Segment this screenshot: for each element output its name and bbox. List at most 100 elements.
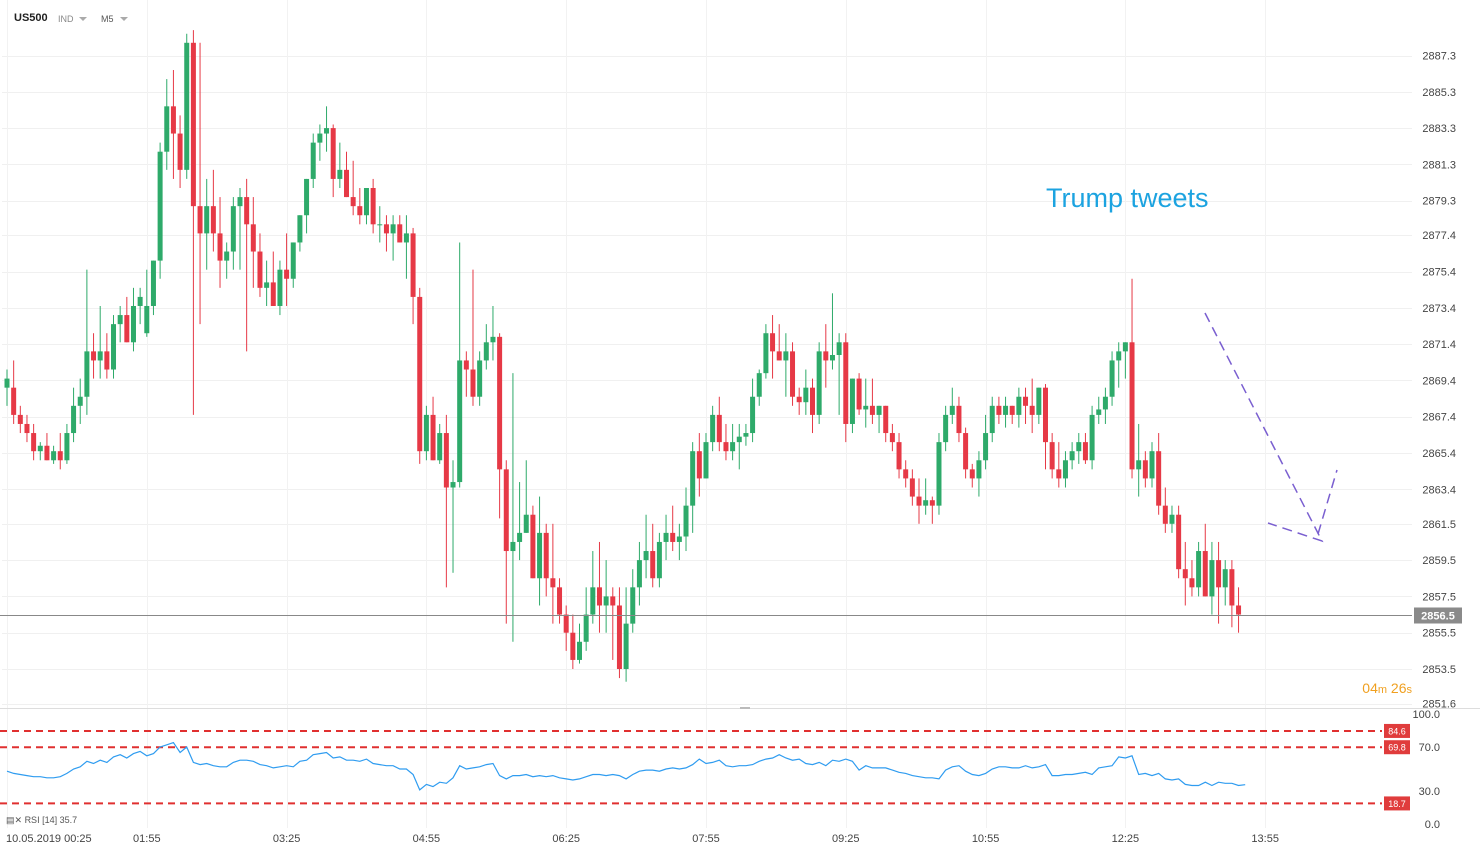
candle-body [796, 396, 802, 403]
rsi-legend[interactable]: ▤✕ RSI [14] 35.7 [6, 815, 77, 826]
candle-body [237, 197, 243, 207]
dashed-arrow-down [1204, 312, 1324, 543]
timer-minutes: 04 [1362, 680, 1378, 696]
candle-body [377, 224, 383, 226]
candle-body [184, 42, 190, 170]
candle-body [1122, 342, 1128, 352]
candle-body [616, 605, 622, 670]
candle-body [1062, 460, 1068, 479]
rsi-level-badge [1384, 740, 1410, 755]
candle-body [84, 351, 90, 397]
candle-body [217, 233, 223, 261]
candle-body [31, 433, 37, 452]
candle-body [37, 445, 43, 452]
candle-body [943, 414, 949, 443]
candle-body [643, 551, 649, 561]
timer-seconds-unit: s [1406, 684, 1413, 696]
current-price-label: 2856.5 [1421, 611, 1455, 623]
price-tick-label: 2867.4 [1422, 412, 1456, 424]
candle-body [583, 614, 589, 642]
time-tick-label: 10.05.2019 00:25 [6, 833, 92, 845]
candles [4, 30, 1242, 682]
time-tick-label: 03:25 [273, 833, 301, 845]
timeframe-label[interactable]: M5 [101, 14, 114, 24]
candle-body [197, 206, 203, 234]
candle-body [1116, 351, 1122, 361]
candle-body [4, 378, 10, 388]
candle-body [137, 296, 143, 306]
candle-body [1189, 578, 1195, 588]
candle-body [770, 333, 776, 352]
candle-body [17, 414, 23, 424]
price-tick-label: 2875.4 [1422, 267, 1456, 279]
candle-body [636, 560, 642, 588]
candle-body [783, 351, 789, 361]
candle-body [164, 106, 170, 152]
candle-body [716, 414, 722, 443]
candle-body [1109, 360, 1115, 397]
candle-body [437, 433, 443, 461]
rsi-level-badge [1384, 723, 1410, 738]
price-tick-label: 2885.3 [1422, 87, 1456, 99]
candle-body [1029, 405, 1035, 415]
timeframe-dropdown-caret-icon[interactable] [120, 17, 128, 21]
candle-body [503, 469, 509, 552]
candle-body [1023, 396, 1029, 406]
symbol-label[interactable]: US500 [14, 12, 48, 24]
candle-body [883, 405, 889, 434]
candle-body [1222, 569, 1228, 588]
panel-resize-handle-icon [740, 707, 750, 709]
candle-body [623, 623, 629, 670]
candle-body [97, 351, 103, 361]
instrument-type-label[interactable]: IND [58, 14, 74, 24]
candle-body [290, 242, 296, 279]
candle-body [696, 451, 702, 479]
instrument-dropdown-caret-icon[interactable] [79, 17, 87, 21]
trump-tweets-annotation[interactable]: Trump tweets [1046, 183, 1209, 213]
rsi-tick-label: 100.0 [1412, 709, 1440, 721]
candle-body [470, 369, 476, 397]
candle-body [876, 405, 882, 415]
candle-body [257, 251, 263, 288]
candle-body [397, 224, 403, 243]
candle-body [477, 360, 483, 397]
candle-body [903, 469, 909, 479]
rsi-value: 35.7 [59, 815, 78, 825]
candle-body [603, 596, 609, 606]
candle-body [936, 442, 942, 506]
candle-body [457, 360, 463, 483]
candle-body [1129, 342, 1135, 470]
candle-body [723, 442, 729, 452]
candle-body [929, 500, 935, 506]
candle-body [763, 333, 769, 374]
rsi-settings-icon[interactable]: ▤✕ [6, 815, 23, 825]
candle-body [91, 351, 97, 361]
candle-body [1056, 469, 1062, 479]
candle-body [11, 387, 17, 415]
candle-body [344, 169, 350, 198]
rsi-tick-label: 30.0 [1419, 786, 1440, 798]
candle-body [1209, 560, 1215, 597]
candle-body [809, 387, 815, 415]
rsi-level-badge [1384, 796, 1410, 811]
candle-body [1102, 396, 1108, 410]
candle-body [51, 451, 57, 461]
candle-body [550, 578, 556, 588]
candle-body [490, 336, 496, 343]
candle-body [829, 354, 835, 361]
price-tick-label: 2851.6 [1422, 699, 1456, 711]
candle-body [949, 405, 955, 415]
candle-body [996, 405, 1002, 415]
time-tick-label: 10:55 [972, 833, 1000, 845]
rsi-level-label: 69.8 [1388, 743, 1406, 753]
price-tick-label: 2853.5 [1422, 664, 1456, 676]
candle-body [663, 532, 669, 542]
candle-body [670, 532, 676, 542]
price-axis: 2887.3 2885.3 2883.3 2881.3 2879.3 2877.4 2875… [1422, 51, 1456, 711]
candle-body [710, 414, 716, 443]
candle-body [284, 269, 290, 279]
price-tick-label: 2869.4 [1422, 375, 1456, 387]
candle-body [264, 282, 270, 288]
candle-body [277, 269, 283, 306]
